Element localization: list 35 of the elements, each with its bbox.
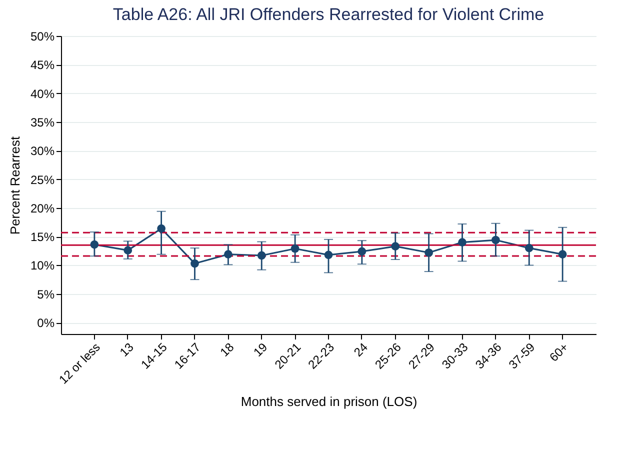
y-tick-label: 40% [30, 86, 55, 101]
y-tick-label: 30% [30, 144, 55, 158]
point [391, 242, 400, 250]
y-tick-label: 10% [30, 258, 55, 273]
point [257, 251, 266, 260]
x-axis-title: Months served in prison (LOS) [240, 394, 418, 410]
y-tick-label: 5% [37, 287, 55, 302]
y-tick-label: 50% [30, 30, 55, 44]
point [124, 246, 132, 255]
point [358, 247, 366, 256]
point [290, 244, 300, 253]
point [458, 238, 466, 246]
point [224, 250, 232, 259]
y-tick-label: 45% [30, 58, 55, 72]
x-tick-label: 18 [217, 340, 237, 360]
y-tick-label: 20% [30, 201, 55, 216]
point [492, 236, 500, 244]
x-tick-label: 13 [117, 340, 137, 360]
y-tick-label: 0% [37, 316, 55, 330]
y-tick-label: 35% [30, 115, 55, 130]
point [90, 240, 99, 249]
point [157, 224, 166, 233]
x-tick-label: 60+ [546, 340, 572, 364]
point [558, 250, 567, 259]
point [324, 250, 333, 260]
y-tick-label: 25% [30, 172, 55, 187]
x-tick-label: 24 [351, 340, 371, 360]
point [424, 248, 433, 257]
y-axis-title: Percent Rearrest [7, 136, 22, 235]
x-tick-label: 19 [250, 340, 270, 360]
point [524, 244, 534, 252]
y-tick-label: 15% [30, 230, 55, 244]
chart-title: Table A26: All JRI Offenders Rearrested for Violent Crime [112, 5, 544, 24]
x-tick-label: 12 or less [56, 340, 103, 387]
point [190, 259, 199, 268]
